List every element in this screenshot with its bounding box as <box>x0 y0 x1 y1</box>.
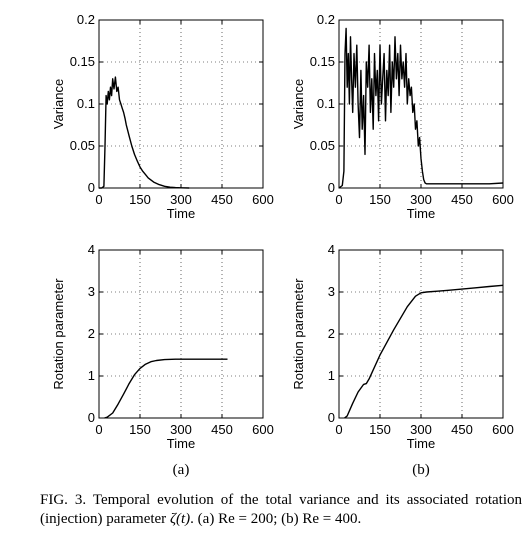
y-tick-label: 0 <box>328 410 335 425</box>
x-axis-label: Time <box>167 436 195 451</box>
x-tick-label: 0 <box>95 192 102 207</box>
figure-caption: FIG. 3. Temporal evolution of the total … <box>40 491 522 529</box>
x-tick-label: 150 <box>129 422 151 437</box>
y-tick-label: 0 <box>328 180 335 195</box>
x-tick-label: 0 <box>335 192 342 207</box>
y-tick-label: 0.2 <box>77 12 95 27</box>
panel-label-a: (a) <box>173 462 190 478</box>
x-tick-label: 150 <box>369 192 391 207</box>
x-tick-label: 300 <box>410 422 432 437</box>
rotation-chart-b: 0 150 300 450 600 0 1 2 3 4 Time Rotation parameter <box>291 242 514 451</box>
y-tick-label: 0 <box>88 410 95 425</box>
y-tick-label: 0 <box>88 180 95 195</box>
y-tick-label: 0.15 <box>70 54 95 69</box>
rotation-chart-a: 0 150 300 450 600 0 1 2 3 4 Time Rotation parameter <box>51 242 274 451</box>
x-axis-label: Time <box>407 436 435 451</box>
x-tick-label: 600 <box>492 192 514 207</box>
x-axis-label: Time <box>167 206 195 221</box>
y-tick-label: 1 <box>88 368 95 383</box>
y-tick-label: 0.1 <box>77 96 95 111</box>
x-tick-label: 150 <box>369 422 391 437</box>
y-tick-label: 4 <box>328 242 335 257</box>
y-axis-label: Rotation parameter <box>51 278 66 390</box>
caption-suffix: . (a) Re = 200; (b) Re = 400. <box>190 511 361 527</box>
x-tick-label: 450 <box>451 422 473 437</box>
x-tick-label: 600 <box>492 422 514 437</box>
x-tick-label: 0 <box>335 422 342 437</box>
y-tick-label: 0.05 <box>70 138 95 153</box>
x-tick-label: 450 <box>451 192 473 207</box>
x-tick-label: 150 <box>129 192 151 207</box>
series-line <box>99 77 189 188</box>
x-tick-label: 0 <box>95 422 102 437</box>
y-tick-label: 0.15 <box>310 54 335 69</box>
y-axis-label: Variance <box>51 79 66 129</box>
y-axis-label: Rotation parameter <box>291 278 306 390</box>
x-tick-label: 600 <box>252 422 274 437</box>
x-axis-label: Time <box>407 206 435 221</box>
y-axis-label: Variance <box>291 79 306 129</box>
series-line <box>105 359 228 418</box>
x-tick-label: 600 <box>252 192 274 207</box>
y-tick-label: 0.2 <box>317 12 335 27</box>
y-tick-label: 0.1 <box>317 96 335 111</box>
y-tick-label: 3 <box>88 284 95 299</box>
series-line <box>345 285 504 418</box>
variance-chart-a: 0 150 300 450 600 0 0.05 0.1 0.15 0.2 Time Variance <box>51 12 274 221</box>
x-tick-label: 300 <box>410 192 432 207</box>
x-tick-label: 450 <box>211 192 233 207</box>
y-tick-label: 2 <box>328 326 335 341</box>
y-tick-label: 3 <box>328 284 335 299</box>
x-tick-label: 300 <box>170 192 192 207</box>
x-tick-label: 300 <box>170 422 192 437</box>
variance-chart-b: 0 150 300 450 600 0 0.05 0.1 0.15 0.2 Time Variance <box>291 12 514 221</box>
panel-label-b: (b) <box>412 462 430 478</box>
y-tick-label: 2 <box>88 326 95 341</box>
y-tick-label: 0.05 <box>310 138 335 153</box>
x-tick-label: 450 <box>211 422 233 437</box>
y-tick-label: 4 <box>88 242 95 257</box>
caption-symbol: ζ(t) <box>170 511 190 527</box>
y-tick-label: 1 <box>328 368 335 383</box>
